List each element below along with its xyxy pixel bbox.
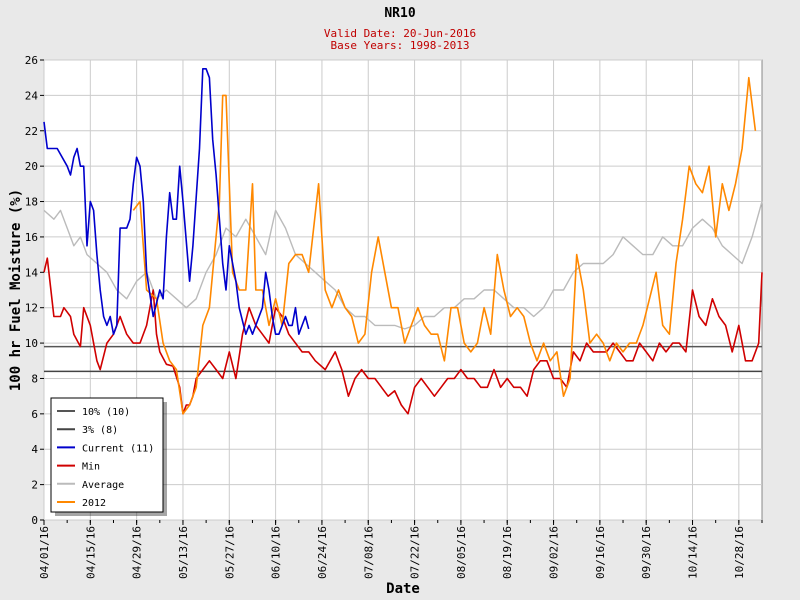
- chart-subtitle-base-years: Base Years: 1998-2013: [330, 39, 469, 52]
- x-tick-label: 05/27/16: [223, 526, 236, 579]
- x-tick-label: 09/30/16: [640, 526, 653, 579]
- series-line-min: [43, 257, 763, 415]
- series-line-average: [43, 201, 763, 330]
- x-tick-label: 07/22/16: [409, 526, 422, 579]
- y-tick-label: 20: [25, 160, 38, 173]
- y-tick-label: 8: [31, 372, 38, 385]
- legend-label: Min: [82, 462, 100, 473]
- x-tick-label: 10/14/16: [687, 526, 700, 579]
- x-tick-label: 05/13/16: [177, 526, 190, 579]
- legend-label: 3% (8): [82, 425, 118, 436]
- y-tick-label: 4: [31, 443, 38, 456]
- y-tick-label: 10: [25, 337, 38, 350]
- x-tick-label: 09/02/16: [548, 526, 561, 579]
- series-line-current-11: [43, 68, 310, 336]
- chart-subtitle-valid-date: Valid Date: 20-Jun-2016: [324, 27, 476, 40]
- legend: 10% (10) 3% (8) Current (11) Min Average 2012: [50, 397, 167, 516]
- x-tick-label: 06/24/16: [316, 526, 329, 579]
- chart-title: NR10: [384, 6, 415, 21]
- legend-label: 2012: [82, 498, 106, 509]
- x-axis-label: Date: [386, 581, 420, 597]
- x-tick-label: 09/16/16: [594, 526, 607, 579]
- legend-box: [50, 397, 164, 513]
- legend-items: 10% (10) 3% (8) Current (11) Min Average 2012: [57, 407, 154, 509]
- y-tick-label: 24: [25, 89, 39, 102]
- x-tick-label: 04/15/16: [84, 526, 97, 579]
- y-tick-label: 2: [31, 479, 38, 492]
- legend-label: 10% (10): [82, 407, 130, 418]
- x-tick-label: 04/01/16: [38, 526, 51, 579]
- y-axis-label: 100 hr Fuel Moisture (%): [8, 189, 24, 391]
- legend-label: Average: [82, 480, 124, 491]
- series-lines: [43, 68, 763, 415]
- y-tick-label: 26: [25, 54, 38, 67]
- y-tick-label: 6: [31, 408, 38, 421]
- y-tick-label: 18: [25, 196, 38, 209]
- x-tick-label: 04/29/16: [131, 526, 144, 579]
- series-line-2012: [132, 76, 757, 415]
- y-tick-label: 0: [31, 514, 38, 527]
- x-tick-label: 07/08/16: [362, 526, 375, 579]
- y-tick-label: 16: [25, 231, 38, 244]
- y-tick-label: 12: [25, 302, 38, 315]
- legend-label: Current (11): [82, 443, 154, 454]
- x-axis-ticks: 04/01/16 04/15/16 04/29/16 05/13/16 05/27/16…: [38, 520, 763, 579]
- x-tick-label: 08/05/16: [455, 526, 468, 579]
- y-tick-label: 14: [25, 266, 39, 279]
- x-tick-label: 06/10/16: [270, 526, 283, 579]
- x-tick-label: 08/19/16: [501, 526, 514, 579]
- x-tick-label: 10/28/16: [733, 526, 746, 579]
- y-tick-label: 22: [25, 125, 38, 138]
